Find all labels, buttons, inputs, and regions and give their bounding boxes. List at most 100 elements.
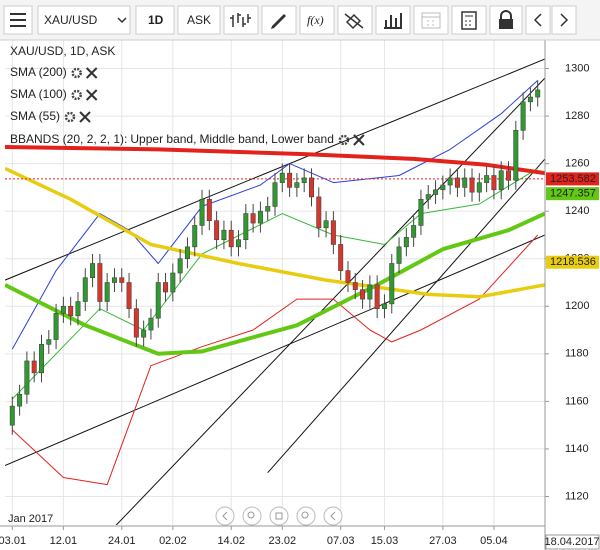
x-tick-label: 15.03 (371, 535, 399, 547)
candle-body (68, 305, 74, 317)
function-text: f(x) (307, 13, 324, 27)
eraser-button[interactable] (337, 5, 373, 35)
interval-bg[interactable] (135, 5, 175, 35)
x-tick-label: 03.01 (0, 535, 26, 547)
side-select[interactable]: ASK (177, 5, 221, 35)
candle-body (513, 130, 519, 181)
candle-body (527, 96, 533, 103)
x-tick-label: 27.03 (429, 535, 457, 547)
scroll-right-button[interactable] (551, 5, 577, 35)
nav-zoom-out[interactable] (296, 506, 316, 526)
remove-icon[interactable] (85, 67, 98, 79)
x-start-label: Jan 2017 (8, 513, 53, 525)
settings-icon[interactable] (338, 134, 350, 146)
calendar-grid (422, 16, 440, 26)
candle-body (440, 184, 446, 191)
side-text: ASK (187, 13, 211, 27)
menu-button[interactable] (3, 5, 33, 35)
nav-reset[interactable] (269, 506, 289, 526)
nav-lens (247, 511, 255, 519)
price-label: 1218.536 (550, 256, 596, 268)
candle-body (418, 198, 424, 226)
candle-body (308, 177, 314, 198)
sma-line (5, 211, 545, 356)
button-bg[interactable] (551, 5, 577, 35)
y-tick-label: 1300 (565, 62, 589, 74)
price-labels: 1253.582 1247.357 1218.536 (546, 172, 599, 269)
symbol-select[interactable]: XAU/USD (37, 5, 131, 35)
candle-body (330, 220, 336, 245)
bband-line (11, 167, 538, 400)
draw-button[interactable] (261, 5, 297, 35)
candle-body (119, 277, 125, 283)
button-bg[interactable] (451, 5, 487, 35)
candle-body (243, 213, 249, 241)
candle-body (184, 246, 190, 260)
candle-body (462, 177, 468, 188)
candle-body (360, 289, 366, 300)
indicators-button[interactable] (375, 5, 411, 35)
button-bg[interactable] (525, 5, 551, 35)
candle-body (90, 263, 96, 279)
remove-icon[interactable] (79, 111, 91, 123)
button-bg[interactable] (337, 5, 373, 35)
lock-button[interactable] (489, 5, 523, 35)
navigation (215, 506, 343, 526)
chart-type-button[interactable] (223, 5, 259, 35)
remove-icon[interactable] (353, 134, 365, 146)
candle-body (374, 284, 380, 309)
button-bg[interactable] (223, 5, 259, 35)
calculator-keys (465, 15, 473, 26)
y-tick-label: 1120 (565, 490, 589, 502)
candle-body (9, 405, 15, 426)
x-tick-label: 12.01 (50, 535, 78, 547)
candle-body (257, 210, 263, 224)
sma-line (5, 145, 545, 176)
candle-body (498, 170, 504, 191)
legend-title: XAU/USD, 1D, ASK (10, 44, 115, 58)
nav-forward[interactable] (323, 506, 343, 526)
settings-icon[interactable] (71, 67, 82, 79)
calendar-button[interactable] (413, 5, 449, 35)
nav-zoom-in[interactable] (242, 506, 262, 526)
candle-body (221, 229, 227, 241)
menu-icon (10, 13, 26, 27)
side-bg[interactable] (177, 5, 221, 35)
arrow-left (533, 13, 542, 27)
candle-body (345, 270, 351, 283)
candle-body (236, 239, 242, 248)
interval-select[interactable]: 1D (135, 5, 175, 35)
calculator-button[interactable] (451, 5, 487, 35)
candle-body (265, 206, 271, 212)
x-end-box (545, 534, 600, 550)
button-bg[interactable] (413, 5, 449, 35)
y-tick-label: 1200 (565, 300, 589, 312)
candle-body (155, 282, 161, 319)
candle-body (279, 172, 285, 183)
trendline (267, 158, 545, 474)
nav-reset-icon (275, 512, 283, 520)
trendline (115, 77, 545, 525)
remove-icon[interactable] (85, 89, 98, 101)
candle-body (104, 282, 110, 302)
price-label: 1253.582 (550, 173, 596, 185)
symbol-select-bg[interactable] (37, 5, 131, 35)
function-button[interactable]: f(x) (299, 5, 335, 35)
button-bg[interactable] (299, 5, 335, 35)
candle-body (381, 303, 387, 309)
candle-body (163, 282, 169, 293)
nav-back[interactable] (215, 506, 235, 526)
y-tick-label: 1260 (565, 158, 589, 170)
x-tick-label: 02.02 (159, 535, 187, 547)
settings-icon[interactable] (71, 89, 82, 101)
candle-body (323, 220, 329, 229)
button-bg[interactable] (375, 5, 411, 35)
candle-body (111, 277, 117, 283)
scroll-left-button[interactable] (525, 5, 551, 35)
y-tick-label: 1180 (565, 348, 589, 360)
candle-body (17, 393, 23, 407)
toolbar: XAU/USD 1D ASK f(x) (0, 0, 600, 41)
candle-body (506, 170, 512, 181)
settings-icon[interactable] (64, 111, 76, 123)
legend-item: Middle band, (199, 132, 268, 146)
